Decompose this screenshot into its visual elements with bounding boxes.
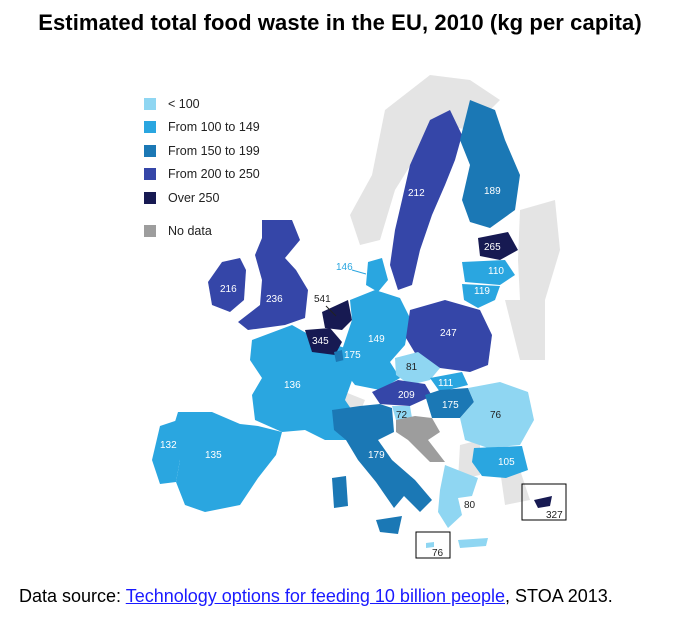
footer-suffix: , STOA 2013.	[505, 586, 613, 606]
value-label-netherlands: 541	[314, 294, 331, 305]
value-label-italy: 179	[368, 450, 385, 461]
value-label-finland: 189	[484, 186, 501, 197]
country-ireland	[208, 258, 246, 312]
value-label-luxembourg: 175	[344, 350, 361, 361]
country-slovenia	[392, 406, 412, 420]
country-romania	[460, 382, 534, 448]
country-netherlands	[322, 300, 352, 330]
country-belgium	[305, 328, 342, 355]
value-label-slovenia: 72	[396, 410, 408, 421]
legend-item: From 100 to 149	[144, 116, 260, 140]
country-austria	[372, 380, 432, 406]
country-croatia-no-data	[396, 416, 445, 462]
country-czech	[395, 352, 440, 385]
country-cyprus	[534, 496, 552, 508]
value-label-ireland: 216	[220, 284, 237, 295]
value-label-bulgaria: 105	[498, 457, 515, 468]
legend-item: Over 250	[144, 186, 260, 210]
country-slovakia	[430, 372, 468, 392]
legend-item: < 100	[144, 92, 260, 116]
legend-item: From 200 to 250	[144, 163, 260, 187]
legend-swatch	[144, 97, 156, 110]
legend-label: From 100 to 149	[168, 120, 260, 135]
value-label-poland: 247	[440, 328, 457, 339]
value-label-france: 136	[284, 380, 301, 391]
value-label-denmark: 146	[336, 262, 353, 273]
value-label-latvia: 110	[488, 266, 504, 277]
value-label-cyprus: 327	[546, 510, 563, 521]
country-spain	[170, 412, 282, 512]
value-label-portugal: 132	[160, 440, 177, 451]
value-label-estonia: 265	[484, 242, 501, 253]
country-lithuania	[462, 284, 500, 308]
country-greece	[438, 465, 478, 528]
country-finland	[460, 100, 520, 228]
legend-item-no-data: No data	[144, 220, 260, 244]
value-label-greece: 80	[464, 500, 476, 511]
chart-title: Estimated total food waste in the EU, 20…	[38, 10, 642, 35]
country-luxembourg	[334, 350, 344, 362]
country-germany	[342, 290, 410, 390]
value-label-austria: 209	[398, 390, 415, 401]
value-label-malta: 76	[432, 548, 444, 559]
footer-prefix: Data source:	[19, 586, 126, 606]
country-hungary	[425, 388, 474, 418]
country-poland	[406, 300, 492, 372]
value-label-slovakia: 111	[438, 378, 454, 389]
value-label-lithuania: 119	[474, 286, 490, 297]
country-sweden	[390, 110, 462, 290]
value-label-hungary: 175	[442, 400, 459, 411]
legend-swatch	[144, 168, 156, 181]
legend-item: From 150 to 199	[144, 139, 260, 163]
value-label-germany: 149	[368, 334, 385, 345]
country-bulgaria	[472, 446, 528, 478]
legend-swatch	[144, 144, 156, 157]
legend-swatch	[144, 225, 156, 238]
country-latvia	[462, 260, 515, 285]
country-italy-sardinia	[332, 476, 348, 508]
country-malta	[426, 542, 434, 548]
legend-swatch	[144, 191, 156, 204]
country-portugal	[152, 420, 180, 484]
country-uk	[238, 220, 308, 330]
country-italy-sicily	[376, 516, 402, 534]
cyprus-inset-box	[521, 483, 567, 521]
country-denmark	[366, 258, 388, 292]
value-label-sweden: 212	[408, 188, 425, 199]
value-label-uk: 236	[266, 294, 283, 305]
legend-label: < 100	[168, 96, 200, 111]
legend-label: No data	[168, 224, 212, 239]
map-legend: < 100 From 100 to 149 From 150 to 199 Fr…	[144, 92, 260, 243]
value-label-spain: 135	[205, 450, 222, 461]
value-label-belgium: 345	[312, 336, 329, 347]
malta-inset-box	[415, 531, 451, 559]
data-source-footer: Data source: Technology options for feed…	[19, 586, 613, 607]
value-label-czech: 81	[406, 362, 418, 373]
value-label-romania: 76	[490, 410, 502, 421]
legend-label: From 150 to 199	[168, 143, 260, 158]
country-italy	[332, 404, 432, 512]
source-link[interactable]: Technology options for feeding 10 billio…	[125, 586, 506, 606]
legend-label: From 200 to 250	[168, 167, 260, 182]
legend-label: Over 250	[168, 190, 220, 205]
legend-swatch	[144, 121, 156, 134]
country-greece-crete	[458, 538, 488, 548]
country-estonia	[478, 232, 518, 260]
